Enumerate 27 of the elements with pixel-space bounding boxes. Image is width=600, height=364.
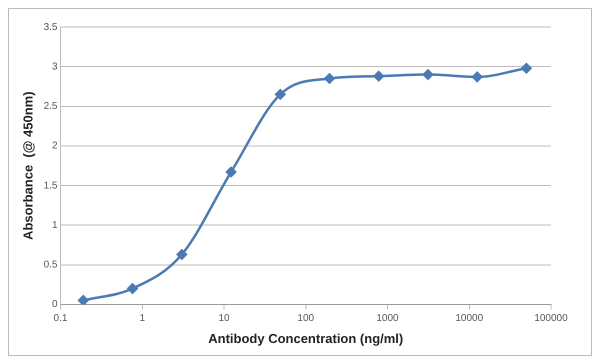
x-tick-label: 10000 [455,313,484,324]
x-tick-label: 1000 [376,313,400,324]
point [275,89,286,100]
y-tick-label: 0 [52,299,58,310]
x-tick-label: 100000 [534,313,568,324]
y-tick-label: 3 [52,61,58,72]
x-tick-label: 1 [139,313,146,324]
x-tick-label: 10 [218,313,230,324]
y-tick-label: 0.5 [44,260,58,271]
y-tick-label: 2.5 [44,101,58,112]
point [176,249,188,260]
point [78,295,89,304]
y-tick-label: 2 [52,140,58,152]
x-tick-label: 0.1 [54,313,68,324]
point [324,73,335,84]
point [521,62,532,74]
point [373,70,384,82]
y-tick-label: 1 [52,220,58,231]
point [226,166,236,178]
x-tick-label: 100 [297,313,315,324]
y-tick-label: 1.5 [44,180,58,192]
y-tick-label: 3.5 [44,22,58,33]
y-axis-title: Absorbance (@ 450nm) [20,91,36,240]
point [422,69,434,80]
point [472,72,482,82]
point [127,283,138,294]
x-axis-title: Antibody Concentration (ng/ml) [208,330,404,346]
